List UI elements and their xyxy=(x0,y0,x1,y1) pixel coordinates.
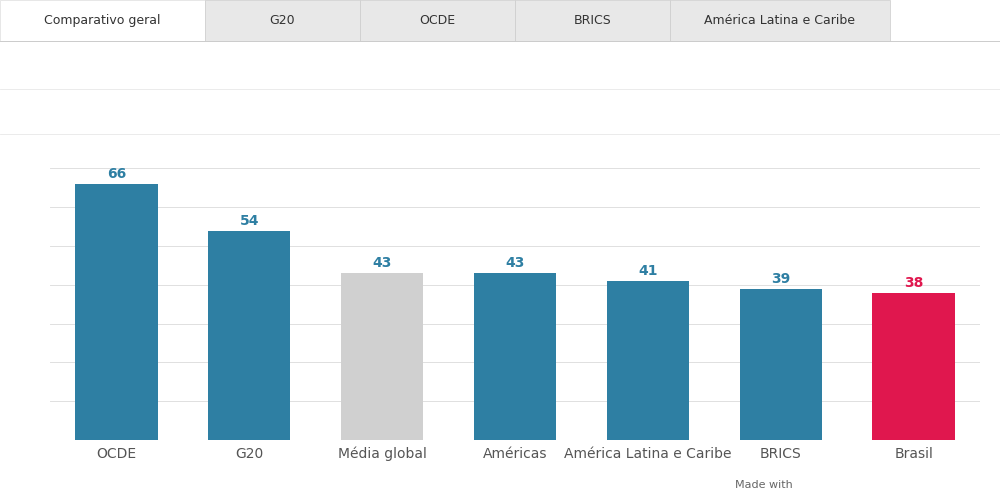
Bar xyxy=(75,184,158,440)
Text: 43: 43 xyxy=(372,256,392,270)
Bar xyxy=(740,289,822,440)
Text: 43: 43 xyxy=(505,256,525,270)
Text: G20: G20 xyxy=(270,14,295,27)
Text: Comparativo geral: Comparativo geral xyxy=(44,14,161,27)
Text: 41: 41 xyxy=(638,264,658,278)
Bar xyxy=(208,231,290,440)
Text: 54: 54 xyxy=(240,214,259,228)
Text: América Latina e Caribe: América Latina e Caribe xyxy=(704,14,856,27)
Bar xyxy=(607,281,689,440)
Text: OCDE: OCDE xyxy=(419,14,456,27)
Text: Made with: Made with xyxy=(735,480,793,490)
Bar xyxy=(341,273,423,440)
Text: BRICS: BRICS xyxy=(574,14,611,27)
Bar xyxy=(872,293,955,440)
Text: 66: 66 xyxy=(107,167,126,181)
Bar xyxy=(474,273,556,440)
Text: 39: 39 xyxy=(771,272,790,286)
Text: infogram: infogram xyxy=(836,471,904,484)
Text: 38: 38 xyxy=(904,276,923,290)
